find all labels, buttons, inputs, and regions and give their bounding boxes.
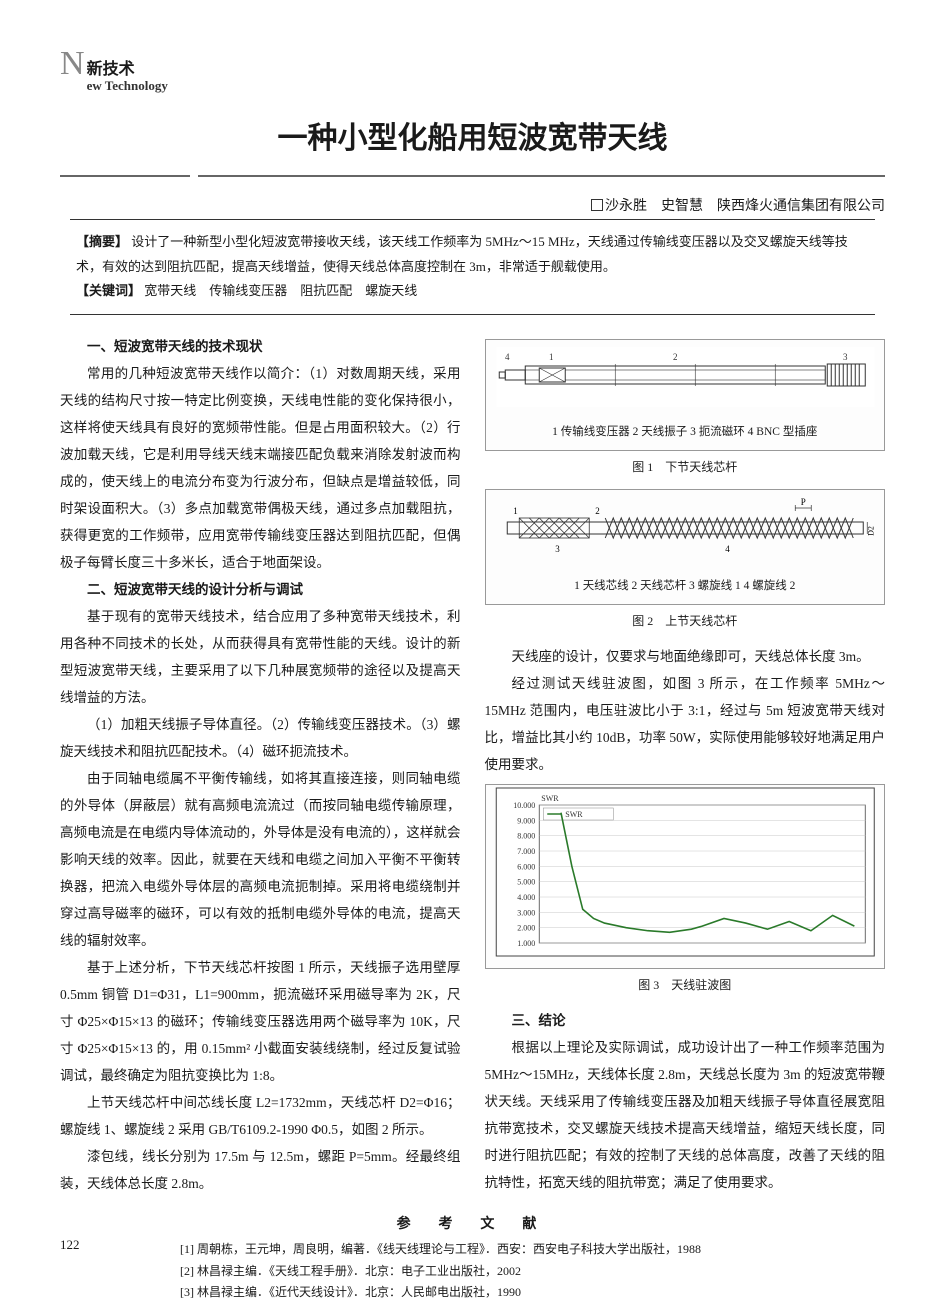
figure-3-svg: 1.000 2.000 3.000 4.000 5.000 6.000 7.000 8.000… bbox=[488, 787, 883, 957]
abstract-text: 设计了一种新型小型化短波宽带接收天线，该天线工作频率为 5MHz～15 MHz，… bbox=[76, 234, 848, 274]
section-2-p2: （1）加粗天线振子导体直径。（2）传输线变压器技术。（3）螺旋天线技术和阻抗匹配… bbox=[60, 711, 461, 765]
figure-3-caption: 图 3 天线驻波图 bbox=[485, 973, 886, 997]
svg-text:3: 3 bbox=[555, 544, 560, 554]
keywords-text: 宽带天线 传输线变压器 阻抗匹配 螺旋天线 bbox=[144, 283, 417, 298]
svg-text:10.000: 10.000 bbox=[513, 801, 535, 810]
abstract-row: 【摘要】 设计了一种新型小型化短波宽带接收天线，该天线工作频率为 5MHz～15… bbox=[76, 230, 869, 279]
svg-text:P: P bbox=[800, 497, 805, 507]
title-divider bbox=[60, 175, 885, 177]
header-big-letter: N bbox=[60, 50, 85, 77]
section-header: N 新技术 ew Technology bbox=[60, 50, 885, 93]
left-column: 一、短波宽带天线的技术现状 常用的几种短波宽带天线作以简介：（1）对数周期天线，… bbox=[60, 333, 461, 1197]
keywords-row: 【关键词】 宽带天线 传输线变压器 阻抗匹配 螺旋天线 bbox=[76, 279, 869, 304]
section-3-p1: 根据以上理论及实际调试，成功设计出了一种工作频率范围为 5MHz～15MHz，天… bbox=[485, 1034, 886, 1196]
authors-text: 沙永胜 史智慧 陕西烽火通信集团有限公司 bbox=[605, 197, 885, 213]
authors-line: 沙永胜 史智慧 陕西烽火通信集团有限公司 bbox=[60, 195, 885, 215]
svg-text:1: 1 bbox=[513, 506, 518, 516]
svg-text:2: 2 bbox=[673, 352, 678, 362]
section-3-heading: 三、结论 bbox=[485, 1007, 886, 1034]
right-p2: 经过测试天线驻波图，如图 3 所示，在工作频率 5MHz～15MHz 范围内，电… bbox=[485, 670, 886, 778]
svg-text:8.000: 8.000 bbox=[517, 832, 535, 841]
reference-item: [3] 林昌禄主编．《近代天线设计》．北京：人民邮电出版社，1990 bbox=[180, 1282, 765, 1304]
svg-text:6.000: 6.000 bbox=[517, 862, 535, 871]
section-2-heading: 二、短波宽带天线的设计分析与调试 bbox=[60, 576, 461, 603]
section-2-p1: 基于现有的宽带天线技术，结合应用了多种宽带天线技术，利用各种不同技术的长处，从而… bbox=[60, 603, 461, 711]
section-2-p5: 上节天线芯杆中间芯线长度 L2=1732mm，天线芯杆 D2=Φ16；螺旋线 1… bbox=[60, 1089, 461, 1143]
svg-text:9.000: 9.000 bbox=[517, 816, 535, 825]
figure-1-caption: 图 1 下节天线芯杆 bbox=[485, 455, 886, 479]
paper-title: 一种小型化船用短波宽带天线 bbox=[60, 113, 885, 157]
svg-text:3.000: 3.000 bbox=[517, 908, 535, 917]
figure-2-caption: 图 2 上节天线芯杆 bbox=[485, 609, 886, 633]
figure-2-svg: P D2 1 2 3 4 bbox=[492, 496, 879, 562]
abstract-box: 【摘要】 设计了一种新型小型化短波宽带接收天线，该天线工作频率为 5MHz～15… bbox=[70, 219, 875, 315]
figure-2-box: P D2 1 2 3 4 1 天线芯线 2 天线芯杆 3 螺旋线 1 4 螺旋线… bbox=[485, 489, 886, 605]
svg-text:4: 4 bbox=[725, 544, 730, 554]
page-number: 122 bbox=[60, 1237, 80, 1253]
section-2-p6: 漆包线，线长分别为 17.5m 与 12.5m，螺距 P=5mm。经最终组装，天… bbox=[60, 1143, 461, 1197]
reference-item: [2] 林昌禄主编．《天线工程手册》．北京：电子工业出版社，2002 bbox=[180, 1261, 765, 1283]
right-column: 1 2 3 4 1 传输线变压器 2 天线振子 3 扼流磁环 4 BNC 型插座… bbox=[485, 333, 886, 1197]
figure-3-box: 1.000 2.000 3.000 4.000 5.000 6.000 7.000 8.000… bbox=[485, 784, 886, 969]
svg-text:7.000: 7.000 bbox=[517, 847, 535, 856]
references-heading: 参 考 文 献 bbox=[60, 1213, 885, 1233]
references-list: [1] 周朝栋，王元坤，周良明，编著．《线天线理论与工程》．西安：西安电子科技大… bbox=[60, 1239, 885, 1304]
svg-text:3: 3 bbox=[843, 352, 848, 362]
svg-text:1.000: 1.000 bbox=[517, 939, 535, 948]
reference-item: [1] 周朝栋，王元坤，周良明，编著．《线天线理论与工程》．西安：西安电子科技大… bbox=[180, 1239, 765, 1261]
svg-text:2: 2 bbox=[595, 506, 600, 516]
svg-text:SWR: SWR bbox=[565, 810, 583, 819]
author-box-icon bbox=[591, 199, 603, 211]
svg-text:D2: D2 bbox=[866, 526, 875, 536]
figure-1-box: 1 2 3 4 1 传输线变压器 2 天线振子 3 扼流磁环 4 BNC 型插座 bbox=[485, 339, 886, 451]
keyword-label: 【关键词】 bbox=[76, 283, 141, 298]
section-1-p1: 常用的几种短波宽带天线作以简介：（1）对数周期天线，采用天线的结构尺寸按一特定比… bbox=[60, 360, 461, 576]
section-label: N 新技术 ew Technology bbox=[60, 50, 885, 93]
header-label-en: ew Technology bbox=[87, 79, 168, 93]
svg-text:5.000: 5.000 bbox=[517, 878, 535, 887]
svg-text:4.000: 4.000 bbox=[517, 893, 535, 902]
figure-1-legend: 1 传输线变压器 2 天线振子 3 扼流磁环 4 BNC 型插座 bbox=[492, 421, 879, 444]
section-2-p3: 由于同轴电缆属不平衡传输线，如将其直接连接，则同轴电缆的外导体（屏蔽层）就有高频… bbox=[60, 765, 461, 954]
header-label-cn: 新技术 bbox=[87, 61, 168, 79]
abstract-label: 【摘要】 bbox=[76, 234, 128, 249]
section-1-heading: 一、短波宽带天线的技术现状 bbox=[60, 333, 461, 360]
svg-text:SWR: SWR bbox=[541, 794, 559, 803]
svg-text:1: 1 bbox=[549, 352, 554, 362]
section-2-p4: 基于上述分析，下节天线芯杆按图 1 所示，天线振子选用壁厚 0.5mm 铜管 D… bbox=[60, 954, 461, 1089]
svg-text:2.000: 2.000 bbox=[517, 924, 535, 933]
figure-2-legend: 1 天线芯线 2 天线芯杆 3 螺旋线 1 4 螺旋线 2 bbox=[492, 575, 879, 598]
right-p1: 天线座的设计，仅要求与地面绝缘即可，天线总体长度 3m。 bbox=[485, 643, 886, 670]
body-columns: 一、短波宽带天线的技术现状 常用的几种短波宽带天线作以简介：（1）对数周期天线，… bbox=[60, 333, 885, 1197]
svg-text:4: 4 bbox=[505, 352, 510, 362]
figure-1-svg: 1 2 3 4 bbox=[492, 346, 879, 408]
